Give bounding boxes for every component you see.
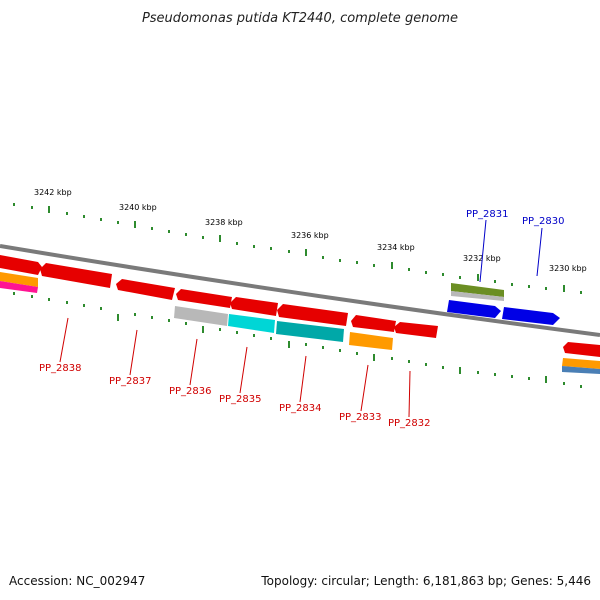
lower-tick-track: [13, 292, 582, 388]
tick-label: 3238 kbp: [205, 218, 243, 227]
gene-arrow-PP_2836[interactable]: [176, 289, 232, 308]
tick-label: 3240 kbp: [119, 203, 157, 212]
feature-bar[interactable]: [451, 291, 504, 301]
genome-summary-label: Topology: circular; Length: 6,181,863 bp…: [261, 574, 591, 588]
gene-leader-lines: [59, 317, 411, 418]
feature-bar[interactable]: [276, 321, 344, 342]
gene-arrow[interactable]: [0, 255, 42, 275]
gene-label[interactable]: PP_2838: [39, 363, 82, 374]
feature-bar[interactable]: [0, 281, 38, 293]
feature-bar[interactable]: [562, 358, 600, 369]
gene-label[interactable]: PP_2835: [219, 394, 262, 405]
gene-arrow-PP_2834[interactable]: [277, 304, 348, 326]
tick-label: 3234 kbp: [377, 243, 415, 252]
gene-features[interactable]: [0, 255, 600, 374]
feature-bar[interactable]: [349, 332, 393, 350]
gene-arrow[interactable]: [563, 342, 600, 357]
gene-label[interactable]: PP_2832: [388, 418, 431, 429]
accession-label: Accession: NC_002947: [9, 574, 146, 588]
tick-label: 3230 kbp: [549, 264, 587, 273]
gene-label[interactable]: PP_2834: [279, 403, 322, 414]
gene-arrow-PP_2833[interactable]: [351, 315, 396, 332]
feature-bar[interactable]: [562, 366, 600, 374]
gene-arrow-PP_2838[interactable]: [40, 263, 112, 288]
gene-leader-lines-blue: [479, 219, 543, 283]
genome-backbone: [0, 244, 600, 337]
gene-label[interactable]: PP_2833: [339, 412, 382, 423]
tick-label: 3236 kbp: [291, 231, 329, 240]
gene-label[interactable]: PP_2831: [466, 209, 509, 220]
map-title: Pseudomonas putida KT2440, complete geno…: [142, 11, 458, 26]
feature-bar[interactable]: [0, 272, 38, 287]
gene-arrow-PP_2837[interactable]: [116, 279, 175, 300]
tick-label: 3242 kbp: [34, 188, 72, 197]
gene-arrow-PP_2835[interactable]: [230, 297, 278, 316]
gene-label[interactable]: PP_2830: [522, 216, 565, 227]
upper-tick-track: [13, 203, 582, 294]
feature-bar[interactable]: [174, 306, 228, 326]
gene-arrow-PP_2830[interactable]: [502, 307, 560, 325]
feature-bar[interactable]: [228, 314, 275, 333]
gene-label[interactable]: PP_2836: [169, 386, 212, 397]
gene-arrow-PP_2832[interactable]: [394, 322, 438, 338]
gene-label[interactable]: PP_2837: [109, 376, 152, 387]
gene-arrow-PP_2831[interactable]: [447, 300, 501, 318]
feature-bar[interactable]: [451, 283, 504, 297]
